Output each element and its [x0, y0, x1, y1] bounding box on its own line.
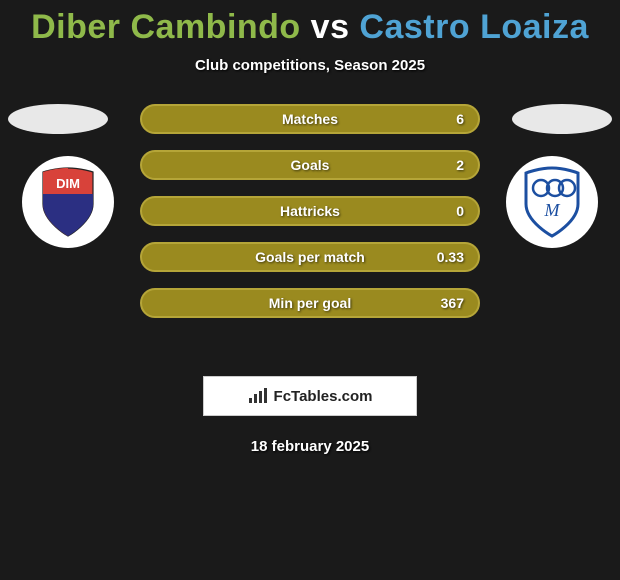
stat-bar: Hattricks 0 — [140, 196, 480, 226]
stat-label: Goals — [291, 157, 330, 173]
brand-text: FcTables.com — [274, 388, 373, 405]
player1-photo-placeholder — [8, 104, 108, 134]
dim-shield-icon: DIM — [37, 166, 99, 238]
player1-club-badge: DIM — [22, 156, 114, 248]
stat-value: 0 — [456, 203, 464, 219]
stat-label: Matches — [282, 111, 338, 127]
stat-bars: Matches 6 Goals 2 Hattricks 0 Goals per match 0… — [140, 104, 480, 334]
stat-value: 367 — [441, 295, 464, 311]
player2-photo-placeholder — [512, 104, 612, 134]
stat-value: 2 — [456, 157, 464, 173]
vs-label: vs — [311, 8, 360, 46]
stat-bar: Matches 6 — [140, 104, 480, 134]
stat-label: Goals per match — [255, 249, 365, 265]
stat-label: Hattricks — [280, 203, 340, 219]
subtitle: Club competitions, Season 2025 — [0, 57, 620, 74]
stat-bar: Goals 2 — [140, 150, 480, 180]
svg-text:DIM: DIM — [56, 176, 80, 191]
player2-club-badge: M — [506, 156, 598, 248]
stat-label: Min per goal — [269, 295, 351, 311]
comparison-content: DIM M Matches 6 Goals 2 Hattricks 0 Goals per … — [0, 104, 620, 364]
stat-bar: Min per goal 367 — [140, 288, 480, 318]
player1-name: Diber Cambindo — [31, 8, 301, 46]
player2-name: Castro Loaiza — [359, 8, 588, 46]
svg-text:M: M — [544, 200, 561, 220]
brand-chart-icon — [248, 388, 268, 404]
comparison-title: Diber Cambindo vs Castro Loaiza — [0, 0, 620, 47]
stat-value: 0.33 — [437, 249, 464, 265]
stat-value: 6 — [456, 111, 464, 127]
millonarios-shield-icon: M — [519, 166, 585, 238]
brand-box: FcTables.com — [203, 376, 417, 416]
date: 18 february 2025 — [0, 438, 620, 455]
stat-bar: Goals per match 0.33 — [140, 242, 480, 272]
